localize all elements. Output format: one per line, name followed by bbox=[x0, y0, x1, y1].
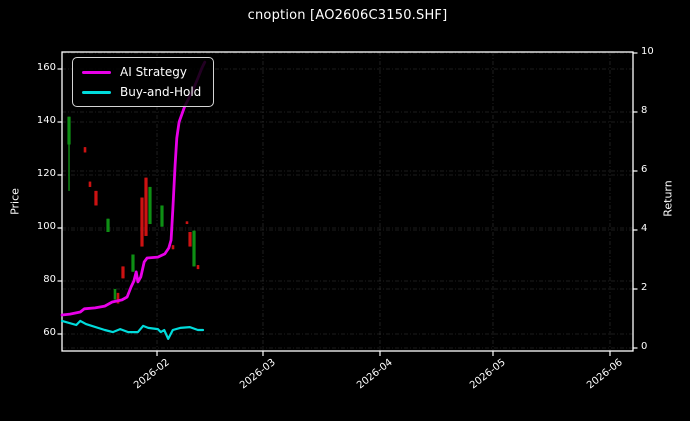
price-tick-label: 140 bbox=[36, 115, 56, 126]
legend-label-ai-strategy: AI Strategy bbox=[120, 65, 187, 79]
buy-and-hold-line-swatch bbox=[82, 90, 111, 94]
price-tick-label: 160 bbox=[36, 62, 56, 73]
price-tick-label: 60 bbox=[43, 327, 56, 338]
return-tick-label: 8 bbox=[641, 105, 648, 116]
return-tick-label: 10 bbox=[641, 46, 654, 57]
price-tick-label: 80 bbox=[43, 274, 56, 285]
legend: AI Strategy Buy-and-Hold bbox=[72, 57, 215, 107]
series-line-buy-and-hold bbox=[60, 319, 205, 340]
chart-title: cnoption [AO2606C3150.SHF] bbox=[247, 8, 448, 23]
legend-item-ai-strategy: AI Strategy bbox=[82, 65, 201, 79]
legend-item-buy-and-hold: Buy-and-Hold bbox=[82, 85, 201, 99]
return-tick-label: 2 bbox=[641, 282, 648, 293]
return-tick-label: 6 bbox=[641, 164, 648, 175]
legend-label-buy-and-hold: Buy-and-Hold bbox=[120, 85, 202, 99]
series-line-ai-strategy bbox=[60, 60, 207, 317]
return-axis-label: Return bbox=[661, 180, 675, 217]
return-tick-label: 4 bbox=[641, 223, 648, 234]
ai-strategy-line-swatch bbox=[82, 70, 111, 74]
return-tick-label: 0 bbox=[641, 341, 648, 352]
price-tick-label: 120 bbox=[36, 168, 56, 179]
price-tick-label: 100 bbox=[36, 221, 56, 232]
